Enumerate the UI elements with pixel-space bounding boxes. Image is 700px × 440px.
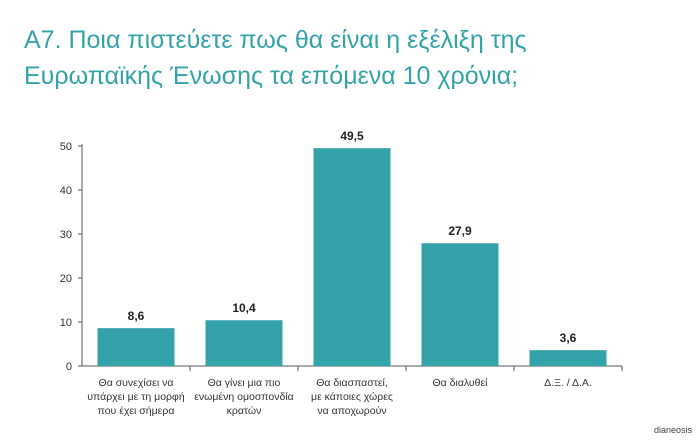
chart-title-line-2: Ευρωπαϊκής Ένωσης τα επόμενα 10 χρόνια; xyxy=(24,62,519,90)
category-label: με κάποιες χώρες xyxy=(311,391,393,403)
y-tick-label: 30 xyxy=(60,229,72,241)
category-label: που έχει σήμερα xyxy=(98,405,175,417)
bar-value-label: 3,6 xyxy=(560,331,577,345)
bar-value-label: 8,6 xyxy=(128,309,145,323)
category-label: Δ.Ξ. / Δ.Α. xyxy=(544,377,592,389)
bar xyxy=(529,350,607,366)
chart-title-line-1: Α7. Ποια πιστεύετε πως θα είναι η εξέλιξ… xyxy=(24,26,527,54)
category-label: Θα διασπαστεί, xyxy=(316,377,388,389)
category-label: ενωμένη ομοσπονδία xyxy=(194,391,294,403)
bar xyxy=(421,243,499,366)
chart-title: Α7. Ποια πιστεύετε πως θα είναι η εξέλιξ… xyxy=(24,22,684,94)
category-label: Θα συνεχίσει να xyxy=(99,377,174,389)
bar-value-label: 10,4 xyxy=(232,301,256,315)
y-tick-label: 0 xyxy=(66,361,72,373)
bar xyxy=(205,320,283,366)
category-label: υπάρχει με τη μορφή xyxy=(87,391,185,403)
y-tick-label: 50 xyxy=(60,141,72,153)
category-label: να αποχωρούν xyxy=(317,405,386,417)
bar xyxy=(97,328,175,366)
category-label: Θα γίνει μια πιο xyxy=(208,377,281,389)
category-label: Θα διαλυθεί xyxy=(433,377,489,389)
bar-value-label: 49,5 xyxy=(340,129,364,143)
bar-value-label: 27,9 xyxy=(448,224,472,238)
y-tick-label: 10 xyxy=(60,317,72,329)
bar xyxy=(313,148,391,366)
y-tick-label: 20 xyxy=(60,273,72,285)
source-label: dianeosis xyxy=(653,425,692,435)
y-tick-label: 40 xyxy=(60,185,72,197)
category-label: κρατών xyxy=(227,405,262,417)
